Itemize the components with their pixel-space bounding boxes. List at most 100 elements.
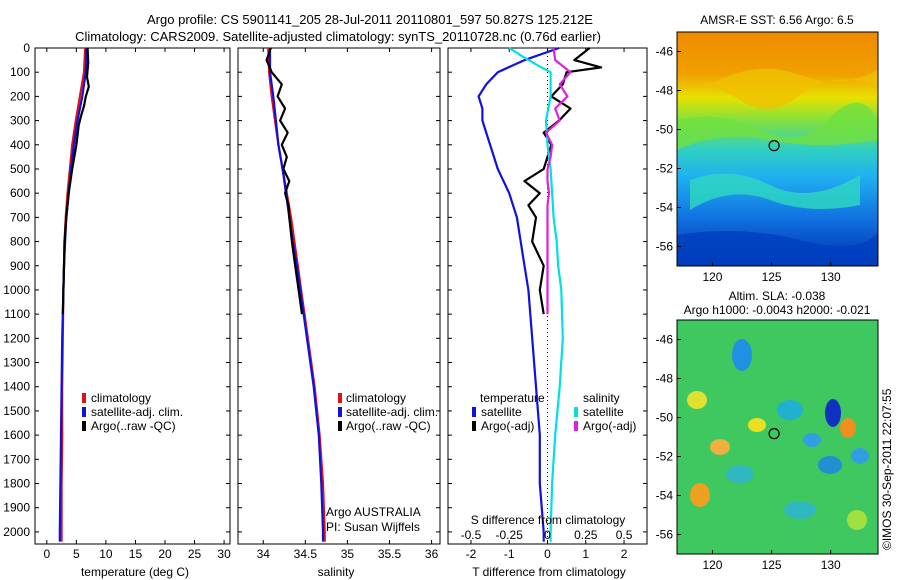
x-tick-label: 15 — [129, 547, 143, 561]
depth-tick-label: 1700 — [3, 452, 30, 466]
map-y-tick-label: -46 — [656, 45, 674, 59]
series-line-argo-raw-qc- — [61, 47, 90, 315]
sla-map-title: Altim. SLA: -0.038 — [729, 289, 826, 303]
depth-tick-label: 800 — [10, 235, 30, 249]
sla-low-eddy — [851, 448, 869, 464]
legend-swatch-satellite — [82, 407, 86, 417]
depth-tick-label: 1500 — [3, 404, 30, 418]
depth-tick-label: 1900 — [3, 501, 30, 515]
depth-tick-label: 1000 — [3, 283, 30, 297]
x-tick-label: 10 — [99, 547, 113, 561]
map-x-tick-label: 125 — [762, 270, 782, 284]
x-tick-label: -1 — [504, 547, 515, 561]
legend-label-temperature-argo: Argo(-adj) — [481, 419, 534, 433]
depth-tick-label: 1300 — [3, 356, 30, 370]
s-tick-label: -0.5 — [461, 528, 482, 542]
map-y-tick-label: -48 — [656, 372, 674, 386]
depth-tick-label: 1600 — [3, 428, 30, 442]
series-line-argo-raw-qc- — [265, 47, 304, 315]
legend-label-salinity-satellite: satellite — [583, 405, 624, 419]
sla-high-eddy — [748, 418, 766, 432]
sla-low-eddy — [784, 501, 816, 519]
map-y-tick-label: -52 — [656, 450, 674, 464]
sla-low-eddy — [777, 400, 803, 420]
map-y-tick-label: -56 — [656, 240, 674, 254]
legend-title-salinity: salinity — [583, 391, 620, 405]
sst-front — [677, 102, 878, 150]
temperature-legend: climatology satellite-adj. clim. Argo(..… — [82, 391, 183, 433]
s-tick-label: -0.25 — [496, 528, 524, 542]
depth-tick-label: 400 — [10, 138, 30, 152]
sla-high-eddy — [690, 483, 710, 507]
sla-high-eddy — [687, 391, 707, 409]
sst-map-title: AMSR-E SST: 6.56 Argo: 6.5 — [700, 13, 854, 27]
s-difference-label: S difference from climatology — [471, 513, 626, 527]
map-x-tick-label: 120 — [702, 558, 722, 572]
map-y-tick-label: -50 — [656, 411, 674, 425]
salinity-xlabel: salinity — [318, 565, 355, 579]
temperature-xlabel: temperature (deg C) — [81, 565, 189, 579]
x-tick-label: 5 — [73, 547, 80, 561]
x-tick-label: 20 — [158, 547, 172, 561]
sla-map-axes: 120 125 130 -46 -48 -50 -52 -54 -56 — [656, 333, 841, 573]
x-tick-label: 0 — [43, 547, 50, 561]
sla-low-eddy — [726, 465, 754, 483]
legend-label-temperature-satellite: satellite — [481, 405, 522, 419]
sst-map-frame — [676, 31, 879, 267]
map-y-tick-label: -54 — [656, 201, 674, 215]
sla-low-eddy — [803, 433, 821, 447]
temperature-plot: 0 5 10 15 20 25 30 — [43, 47, 231, 561]
legend-swatch-climatology — [338, 393, 342, 403]
sla-low-eddy — [732, 339, 752, 371]
depth-tick-label: 200 — [10, 89, 30, 103]
depth-tick-label: 500 — [10, 162, 30, 176]
map-y-tick-label: -46 — [656, 333, 674, 347]
sst-cool-band — [690, 173, 860, 210]
sla-high-eddy — [840, 418, 856, 438]
legend-swatch-climatology — [82, 393, 86, 403]
series-line-salinity-argo-adj- — [544, 47, 572, 315]
legend-swatch-salinity-satellite — [574, 407, 578, 417]
x-tick-label: 34.5 — [294, 547, 318, 561]
imos-credit: ©IMOS 30-Sep-2011 22:07:55 — [880, 388, 894, 550]
salinity-plot: 34 34.5 35 35.5 36 — [257, 47, 439, 561]
legend-label-climatology: climatology — [346, 391, 406, 405]
depth-tick-label: 100 — [10, 65, 30, 79]
series-line-salinity-satellite — [508, 47, 564, 542]
sst-map-axes: 120 125 130 -46 -48 -50 -52 -54 -56 — [656, 45, 841, 285]
difference-xlabel: T difference from climatology — [472, 565, 626, 579]
x-tick-label: 1 — [582, 547, 589, 561]
x-tick-label: -2 — [466, 547, 477, 561]
depth-tick-label: 300 — [10, 114, 30, 128]
float-pi-label: PI: Susan Wijffels — [326, 520, 420, 534]
legend-swatch-temperature-argo — [472, 421, 476, 431]
series-line-satellite-adj-clim- — [268, 48, 325, 542]
legend-swatch-salinity-argo — [574, 421, 578, 431]
sst-cold-band — [677, 231, 878, 266]
map-x-tick-label: 120 — [702, 270, 722, 284]
sst-warm-band — [677, 68, 878, 109]
x-tick-label: 30 — [217, 547, 231, 561]
depth-tick-label: 2000 — [3, 525, 30, 539]
map-y-tick-label: -50 — [656, 123, 674, 137]
sla-high-eddy — [710, 439, 730, 455]
legend-swatch-argo — [338, 421, 342, 431]
legend-label-satellite: satellite-adj. clim. — [91, 405, 183, 419]
legend-label-argo: Argo(..raw -QC) — [91, 419, 176, 433]
s-tick-label: 0.25 — [574, 528, 598, 542]
depth-tick-label: 1200 — [3, 331, 30, 345]
figure-title-line1: Argo profile: CS 5901141_205 28-Jul-2011… — [147, 12, 593, 27]
depth-tick-label: 700 — [10, 210, 30, 224]
sla-low-eddy — [818, 456, 842, 474]
map-y-tick-label: -56 — [656, 528, 674, 542]
float-owner-label: Argo AUSTRALIA — [326, 505, 421, 519]
argo-float-marker — [768, 428, 780, 440]
map-x-tick-label: 125 — [762, 558, 782, 572]
map-x-tick-label: 130 — [821, 558, 841, 572]
temperature-panel — [34, 47, 231, 545]
legend-swatch-satellite — [338, 407, 342, 417]
legend-title-temperature: temperature — [480, 391, 545, 405]
depth-tick-label: 1100 — [4, 307, 30, 321]
s-tick-label: 0.5 — [616, 528, 633, 542]
